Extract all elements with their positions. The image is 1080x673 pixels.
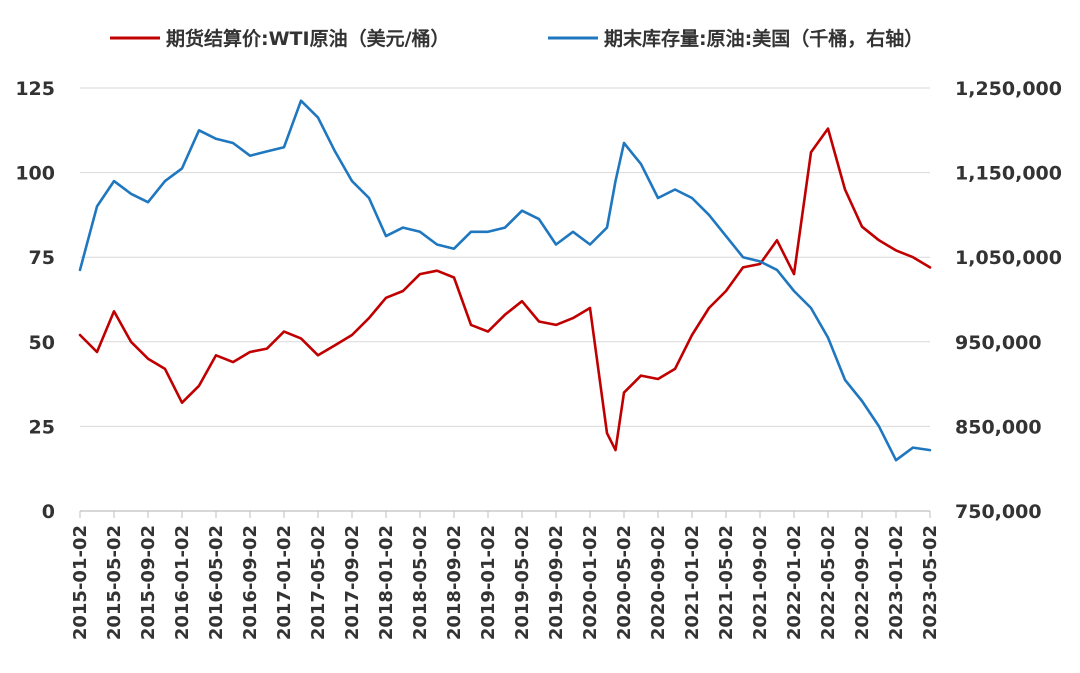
right-tick-label: 750,000 <box>955 501 1042 523</box>
x-tick-label: 2016-05-02 <box>206 525 227 640</box>
x-tick-label: 2017-09-02 <box>342 525 363 640</box>
wti-price-line <box>78 127 932 452</box>
x-tick-label: 2022-09-02 <box>852 525 873 640</box>
x-tick-label: 2017-05-02 <box>308 525 329 640</box>
legend-label-wti-price: 期货结算价:WTI原油（美元/桶） <box>166 27 450 50</box>
x-tick-label: 2015-09-02 <box>138 525 159 640</box>
x-tick-label: 2019-05-02 <box>512 525 533 640</box>
x-tick-label: 2022-01-02 <box>784 525 805 640</box>
right-tick-label: 1,150,000 <box>955 163 1062 185</box>
left-tick-label: 125 <box>15 78 55 100</box>
x-tick-label: 2018-01-02 <box>376 525 397 640</box>
x-tick-label: 2023-05-02 <box>920 525 941 640</box>
gridlines <box>80 87 930 427</box>
x-tick-label: 2021-09-02 <box>750 525 771 640</box>
x-tick-label: 2020-01-02 <box>580 525 601 640</box>
left-tick-label: 25 <box>29 416 55 438</box>
x-tick-label: 2016-01-02 <box>172 525 193 640</box>
left-tick-label: 0 <box>42 501 55 523</box>
x-tick-label: 2018-09-02 <box>444 525 465 640</box>
x-tick-label: 2017-01-02 <box>274 525 295 640</box>
right-tick-label: 1,250,000 <box>955 78 1062 100</box>
x-tick-label: 2018-05-02 <box>410 525 431 640</box>
x-tick-label: 2022-05-02 <box>818 525 839 640</box>
legend-label-crude-inventory: 期末库存量:原油:美国（千桶，右轴） <box>604 27 923 50</box>
x-tick-label: 2023-01-02 <box>886 525 907 640</box>
x-tick-label: 2019-01-02 <box>478 525 499 640</box>
crude-inventory-line <box>78 99 932 462</box>
x-tick-label: 2016-09-02 <box>240 525 261 640</box>
right-tick-label: 950,000 <box>955 332 1042 354</box>
left-tick-label: 100 <box>15 163 55 185</box>
right-tick-label: 850,000 <box>955 416 1042 438</box>
x-tick-label: 2021-05-02 <box>716 525 737 640</box>
left-axis-ticks: 0 25 50 75 100 125 <box>15 78 55 523</box>
x-tick-label: 2020-09-02 <box>648 525 669 640</box>
x-tick-label: 2015-01-02 <box>70 525 91 640</box>
right-axis-ticks: 750,000 850,000 950,000 1,050,000 1,150,000 1… <box>955 78 1062 523</box>
x-tick-label: 2019-09-02 <box>546 525 567 640</box>
left-tick-label: 75 <box>29 247 55 269</box>
series-lines <box>78 99 932 462</box>
x-tick-label: 2020-05-02 <box>614 525 635 640</box>
x-tick-label: 2015-05-02 <box>104 525 125 640</box>
left-tick-label: 50 <box>29 332 55 354</box>
legend: 期货结算价:WTI原油（美元/桶） 期末库存量:原油:美国（千桶，右轴） <box>110 27 923 50</box>
x-axis-ticks: 2015-01-02 2015-05-02 2015-09-02 2016-01-02… <box>70 511 941 640</box>
x-tick-label: 2021-01-02 <box>682 525 703 640</box>
right-tick-label: 1,050,000 <box>955 247 1062 269</box>
